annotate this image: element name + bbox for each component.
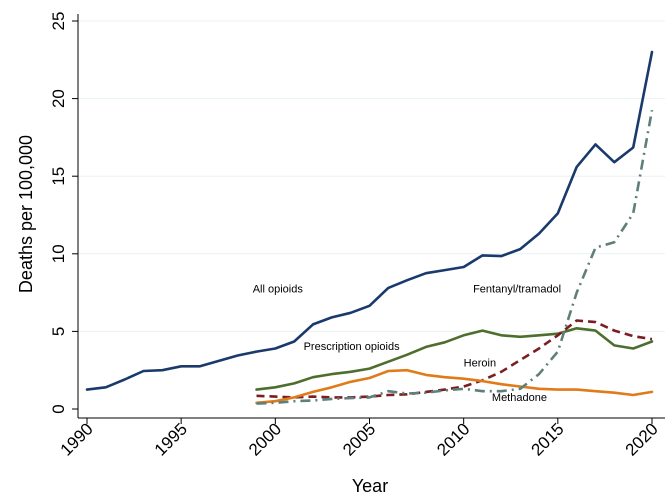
y-tick-label-5: 5 bbox=[49, 327, 68, 336]
series-line-prescription-opioids bbox=[255, 326, 654, 391]
series-line-methadone bbox=[255, 368, 654, 405]
series-lines bbox=[85, 50, 654, 405]
annotation-heroin: Heroin bbox=[464, 357, 496, 369]
y-tick-label-0: 0 bbox=[49, 404, 68, 413]
series-line-all-opioids bbox=[85, 50, 654, 391]
x-axis-title: Year bbox=[352, 476, 388, 496]
series-line-fentanyl-tramadol bbox=[256, 109, 654, 405]
y-tick-label-25: 25 bbox=[49, 12, 68, 31]
y-tick-label-15: 15 bbox=[49, 167, 68, 186]
annotation-prescription-opioids: Prescription opioids bbox=[304, 341, 400, 353]
y-axis-title: Deaths per 100,000 bbox=[16, 135, 36, 293]
annotation-methadone: Methadone bbox=[492, 392, 547, 404]
series-line-heroin bbox=[256, 319, 653, 399]
line-annotations: All opioids Fentanyl/tramadol Prescription… bbox=[253, 284, 561, 405]
y-tick-label-20: 20 bbox=[49, 89, 68, 108]
annotation-fentanyl-tramadol: Fentanyl/tramadol bbox=[473, 284, 561, 296]
y-tick-label-10: 10 bbox=[49, 244, 68, 263]
annotation-all-opioids: All opioids bbox=[253, 284, 304, 296]
